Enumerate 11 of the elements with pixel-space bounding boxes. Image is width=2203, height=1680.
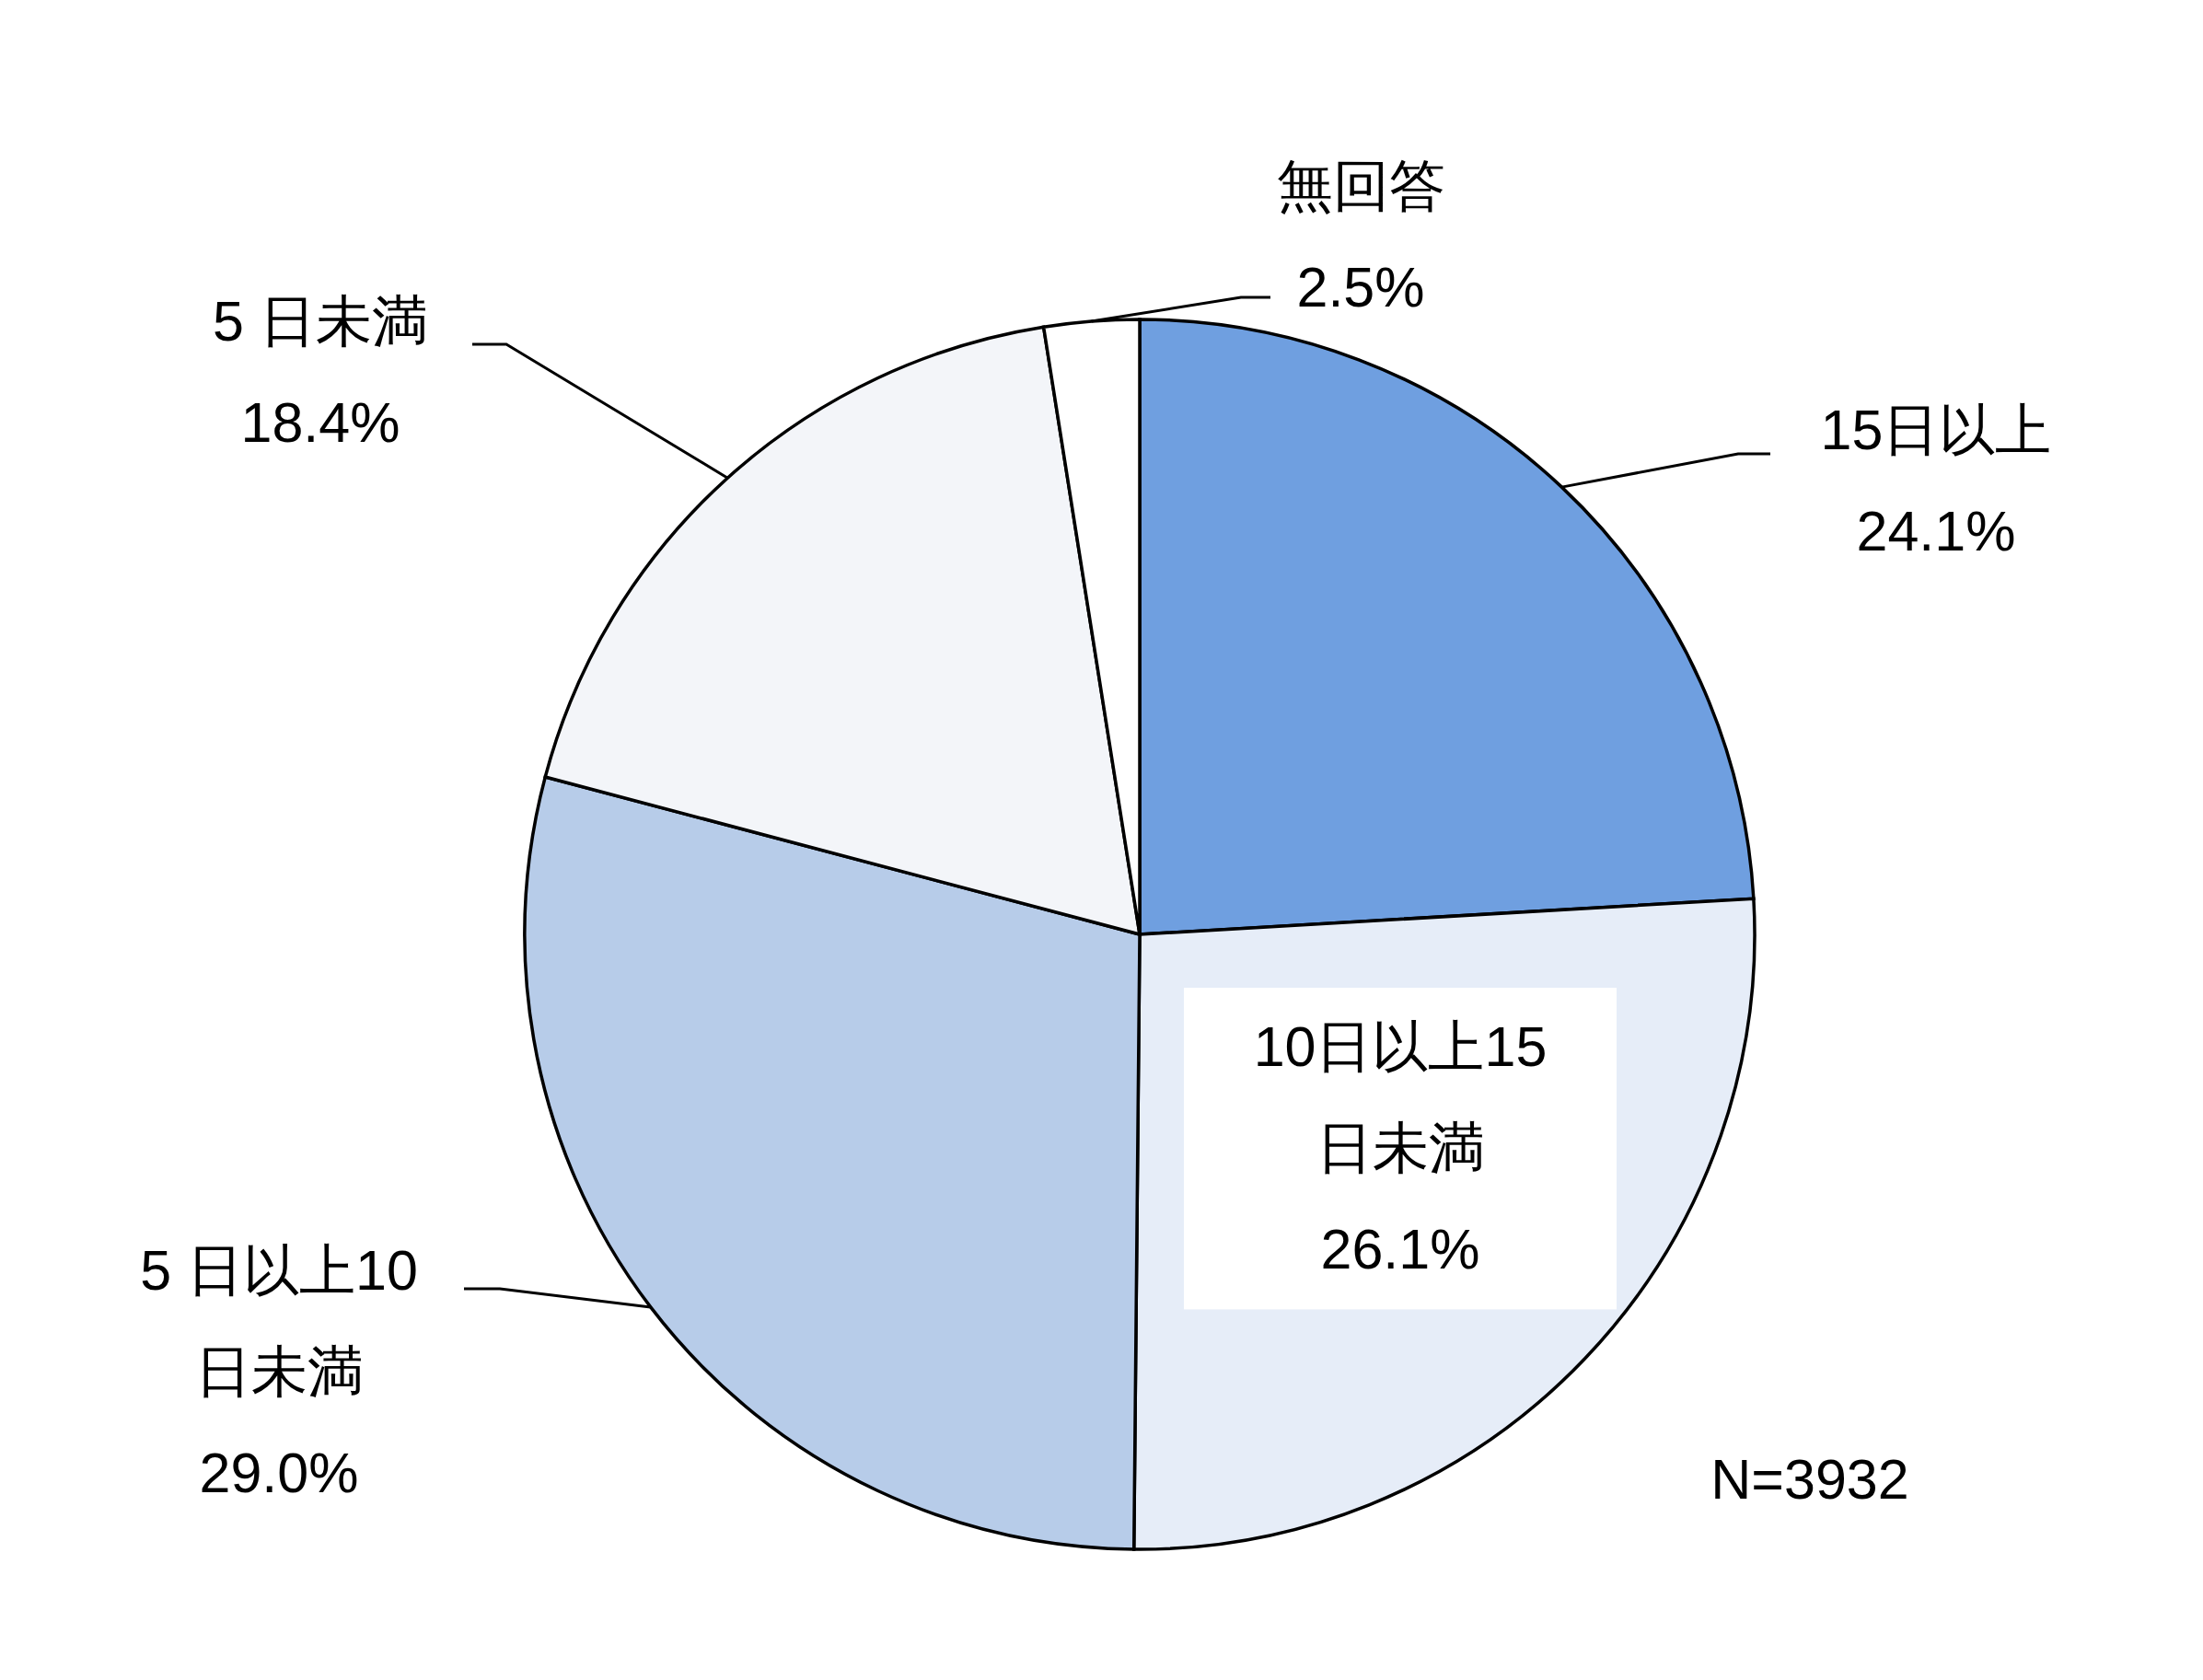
data-label: 18.4% bbox=[240, 390, 400, 454]
data-label: 24.1% bbox=[1856, 499, 2016, 562]
data-label: 2.5% bbox=[1296, 255, 1425, 319]
text: N=3932 bbox=[1710, 1448, 1909, 1511]
slice-label: 5 日以上10日未満 bbox=[140, 1239, 418, 1403]
data-label: 29.0% bbox=[199, 1441, 359, 1504]
slice-label: 無回答 bbox=[1276, 155, 1445, 217]
slice-label: 15日以上 bbox=[1820, 399, 2052, 461]
slice-label: 10日以上15日未満 bbox=[1253, 1015, 1548, 1179]
slice-label: 5 日未満 bbox=[213, 290, 428, 353]
data-label: 26.1% bbox=[1320, 1217, 1480, 1280]
